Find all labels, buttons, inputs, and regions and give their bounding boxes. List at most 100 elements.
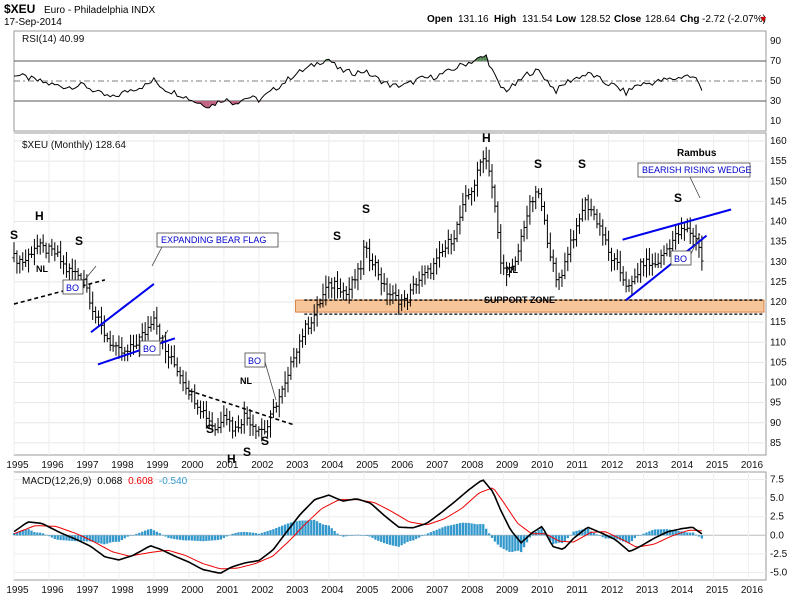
macd-hist-bar bbox=[426, 533, 430, 536]
year-tick-label: 1998 bbox=[111, 460, 134, 471]
macd-hist-bar bbox=[135, 533, 138, 536]
year-tick-label: 2016 bbox=[741, 585, 764, 596]
macd-hist-bar bbox=[423, 534, 427, 536]
year-tick-label: 1998 bbox=[111, 585, 134, 596]
macd-hist-bar bbox=[36, 532, 39, 536]
price-year-axis: 1995 1996 1997 1998 1999 2000 2001 2002 2003 2004… bbox=[6, 460, 763, 471]
macd-hist-bar bbox=[216, 535, 220, 540]
pattern-label-h: H bbox=[35, 209, 44, 223]
rsi-tick-label: 10 bbox=[770, 116, 782, 127]
macd-hist-bar bbox=[560, 535, 564, 544]
macd-hist-value: -0.540 bbox=[159, 476, 188, 487]
macd-hist-bar bbox=[146, 529, 150, 536]
macd-hist-bar bbox=[452, 524, 456, 536]
macd-hist-bar bbox=[301, 520, 304, 536]
pattern-label-s: S bbox=[578, 157, 586, 171]
macd-hist-bar bbox=[659, 529, 663, 536]
callout-bo-2: BO bbox=[139, 329, 169, 356]
macd-hist-bar bbox=[639, 534, 642, 536]
macd-hist-bar bbox=[234, 532, 237, 536]
price-tick-label: 85 bbox=[770, 438, 782, 449]
chart-header: $XEU Euro - Philadelphia INDX 17-Sep-201… bbox=[4, 2, 768, 28]
price-tick-label: 160 bbox=[770, 136, 787, 147]
macd-hist-bar bbox=[683, 531, 686, 536]
macd-hist-bar bbox=[164, 535, 167, 537]
macd-label-prefix: MACD(12,26,9) bbox=[22, 476, 91, 487]
macd-hist-bar bbox=[461, 522, 465, 536]
macd-hist-bar bbox=[193, 535, 196, 541]
macd-hist-bar bbox=[327, 525, 330, 536]
macd-hist-bar bbox=[417, 535, 421, 538]
macd-hist-bar bbox=[79, 535, 83, 542]
header-name: Euro - Philadelphia INDX bbox=[44, 5, 155, 16]
macd-hist-bar bbox=[65, 535, 68, 541]
macd-label-row: MACD(12,26,9) 0.068 0.608 -0.540 bbox=[22, 476, 188, 487]
macd-hist-bar bbox=[595, 534, 599, 536]
macd-hist-bar bbox=[592, 532, 596, 536]
macd-hist-bar bbox=[365, 535, 368, 537]
year-tick-label: 2001 bbox=[216, 585, 239, 596]
macd-hist-bar bbox=[208, 535, 211, 541]
price-tick-label: 100 bbox=[770, 378, 787, 389]
macd-hist-bar bbox=[613, 535, 616, 539]
year-tick-label: 2002 bbox=[251, 585, 274, 596]
callout-bo-1: BO bbox=[62, 265, 97, 295]
pattern-label-s: S bbox=[261, 434, 269, 448]
year-tick-label: 1997 bbox=[76, 585, 99, 596]
macd-hist-bar bbox=[120, 535, 124, 541]
macd-hist-bar bbox=[557, 535, 561, 543]
macd-hist-bar bbox=[240, 532, 243, 536]
pattern-label-h: H bbox=[482, 131, 491, 145]
year-tick-label: 2014 bbox=[671, 460, 694, 471]
macd-hist-bar bbox=[522, 535, 526, 548]
macd-hist-bar bbox=[12, 533, 16, 536]
header-date: 17-Sep-2014 bbox=[4, 17, 62, 28]
macd-hist-bar bbox=[117, 535, 121, 542]
rsi-line bbox=[13, 54, 703, 109]
close-value: 128.64 bbox=[645, 14, 676, 25]
callout-bearish-rising-wedge: BEARISH RISING WEDGE bbox=[637, 162, 752, 199]
macd-hist-bar bbox=[97, 535, 100, 544]
rsi-tick-label: 30 bbox=[770, 96, 782, 107]
macd-hist-bar bbox=[269, 530, 272, 536]
macd-hist-bar bbox=[106, 535, 109, 544]
macd-hist-bar bbox=[394, 535, 397, 547]
macd-hist-bar bbox=[374, 535, 377, 540]
macd-hist-bar bbox=[700, 535, 704, 539]
trendline-hs-neckline-2001 bbox=[188, 389, 295, 426]
macd-hist-bar bbox=[39, 532, 42, 536]
macd-tick-label: -2.5 bbox=[770, 549, 788, 560]
macd-hist-bar bbox=[496, 535, 500, 545]
macd-hist-bar bbox=[691, 532, 695, 536]
macd-hist-bar bbox=[155, 531, 158, 536]
trendlines bbox=[13, 208, 732, 426]
macd-hist-bar bbox=[272, 529, 275, 536]
bo-label: BO bbox=[248, 356, 261, 366]
macd-hist-bar bbox=[383, 535, 386, 544]
year-tick-label: 2015 bbox=[706, 460, 729, 471]
macd-hist-bar bbox=[228, 534, 231, 536]
year-tick-label: 2003 bbox=[286, 585, 309, 596]
macd-hist-bar bbox=[211, 535, 214, 541]
macd-hist-bar bbox=[485, 528, 488, 536]
year-tick-label: 2010 bbox=[531, 460, 554, 471]
open-value: 131.16 bbox=[458, 14, 489, 25]
rsi-overbought-fill bbox=[480, 56, 484, 61]
price-tick-label: 90 bbox=[770, 418, 782, 429]
macd-tick-label: 0.0 bbox=[770, 530, 784, 541]
macd-hist-bar bbox=[342, 535, 345, 537]
low-value: 128.52 bbox=[580, 14, 611, 25]
macd-hist-bar bbox=[587, 528, 590, 536]
bo-label: BO bbox=[674, 254, 687, 264]
macd-hist-bar bbox=[100, 535, 103, 544]
macd-hist-bar bbox=[336, 533, 339, 536]
macd-hist-bar bbox=[56, 535, 59, 540]
price-tick-label: 95 bbox=[770, 398, 782, 409]
macd-hist-bar bbox=[429, 532, 432, 536]
macd-hist-bar bbox=[531, 533, 534, 536]
year-tick-label: 2000 bbox=[181, 460, 204, 471]
macd-hist-bar bbox=[388, 535, 392, 545]
year-tick-label: 2004 bbox=[321, 460, 344, 471]
macd-hist-bar bbox=[642, 533, 645, 536]
macd-hist-bar bbox=[630, 535, 634, 542]
